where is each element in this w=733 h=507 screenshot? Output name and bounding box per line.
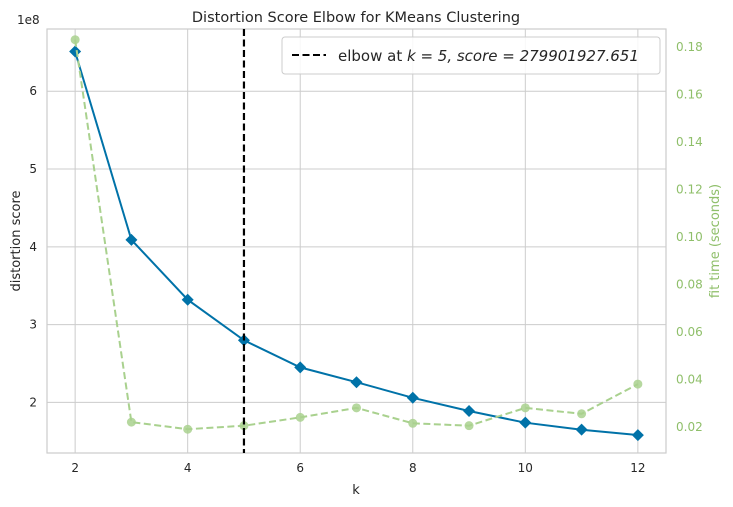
grid-lines	[47, 29, 666, 453]
y2-tick-label: 0.16	[676, 87, 703, 101]
legend: elbow at k = 5, score = 279901927.651	[281, 36, 661, 75]
fit-time-point	[239, 421, 249, 431]
y-offset-text: 1e8	[17, 13, 40, 27]
plot-frame	[46, 28, 667, 454]
y-tick-label: 6	[29, 84, 37, 98]
x-tick-label: 8	[409, 461, 417, 475]
fit-time-point	[352, 403, 361, 413]
distortion-point	[125, 233, 138, 246]
y-tick-label: 5	[29, 162, 37, 176]
y2-tick-label: 0.18	[676, 40, 703, 54]
fit-time-point	[70, 35, 80, 45]
distortion-point	[181, 293, 194, 306]
y-tick-label: 4	[29, 240, 37, 254]
x-axis-label: k	[352, 483, 360, 498]
fit-time-point	[464, 421, 474, 431]
x-tick-label: 12	[630, 461, 645, 475]
fit-time-point	[577, 409, 587, 419]
distortion-point	[463, 404, 476, 417]
series-layer	[69, 29, 644, 453]
fit-time-point	[408, 418, 418, 428]
y2-tick-label: 0.08	[676, 277, 703, 291]
tick-labels: 2 4 6 8 10 12 2 3 4 5 6 0.02 0.04 0.06 0.08 0.10 0.12 0.1…	[29, 40, 702, 475]
distortion-point	[519, 416, 532, 429]
legend-elbow-label: elbow at k = 5, score = 279901927.651	[338, 47, 639, 65]
x-tick-label: 4	[184, 461, 192, 475]
fit-time-point	[183, 424, 193, 434]
y2-tick-label: 0.14	[676, 135, 703, 149]
fit-time-point	[633, 379, 643, 389]
distortion-point	[575, 423, 588, 436]
distortion-point	[294, 361, 307, 374]
y-axis-label: distortion score	[9, 191, 24, 292]
chart-title: Distortion Score Elbow for KMeans Cluste…	[192, 10, 520, 26]
x-tick-label: 2	[71, 461, 79, 475]
y2-tick-label: 0.04	[676, 372, 703, 386]
x-tick-label: 10	[518, 461, 533, 475]
y2-tick-label: 0.12	[676, 182, 703, 196]
legend-box	[281, 36, 661, 75]
fit-time-point	[520, 403, 530, 413]
y2-tick-label: 0.06	[676, 325, 703, 339]
y2-tick-label: 0.10	[676, 230, 703, 244]
y2-tick-label: 0.02	[676, 420, 703, 434]
fit-time-point	[126, 417, 136, 427]
y2-axis-label: fit time (seconds)	[708, 184, 723, 298]
y-tick-label: 2	[29, 395, 37, 409]
distortion-point	[350, 376, 363, 389]
x-tick-label: 6	[296, 461, 304, 475]
y-tick-label: 3	[29, 318, 37, 332]
fit-time-point	[295, 412, 305, 422]
distortion-point	[406, 391, 419, 404]
distortion-point	[631, 429, 644, 442]
